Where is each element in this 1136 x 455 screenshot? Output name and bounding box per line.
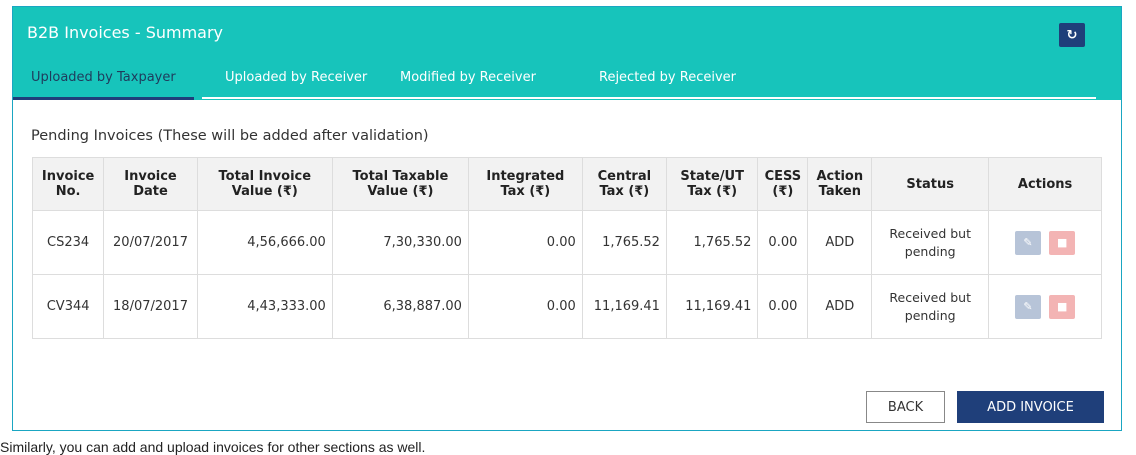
state-ut-tax: 1,765.52	[665, 210, 759, 275]
tab-divider	[202, 97, 1096, 99]
page-title: B2B Invoices - Summary	[27, 23, 224, 42]
tab-bar: Uploaded by Taxpayer Uploaded by Receive…	[13, 64, 1121, 100]
col-invoice-no: Invoice No.	[31, 157, 105, 211]
table-row: CV344 18/07/2017 4,43,333.00 6,38,887.00…	[31, 274, 1102, 339]
total-invoice-value: 4,56,666.00	[196, 210, 333, 275]
col-state-ut-tax: State/UT Tax (₹)	[665, 157, 759, 211]
integrated-tax: 0.00	[467, 210, 583, 275]
invoice-date: 18/07/2017	[103, 274, 198, 339]
invoice-date: 20/07/2017	[103, 210, 198, 275]
edit-button[interactable]: ✎	[1015, 294, 1042, 319]
action-taken: ADD	[807, 274, 873, 339]
tab-uploaded-by-taxpayer[interactable]: Uploaded by Taxpayer	[13, 64, 194, 100]
integrated-tax: 0.00	[467, 274, 583, 339]
pencil-icon: ✎	[1023, 235, 1033, 249]
col-integrated-tax: Integrated Tax (₹)	[467, 157, 583, 211]
edit-button[interactable]: ✎	[1015, 230, 1042, 255]
trash-icon: ■	[1056, 299, 1068, 313]
tab-rejected-by-receiver[interactable]: Rejected by Receiver	[599, 70, 737, 85]
col-total-invoice-value: Total Invoice Value (₹)	[196, 157, 333, 211]
col-status: Status	[871, 157, 990, 211]
invoice-no-link[interactable]: CS234	[31, 210, 105, 275]
central-tax: 11,169.41	[581, 274, 667, 339]
cess: 0.00	[757, 274, 809, 339]
cess: 0.00	[757, 210, 809, 275]
col-actions: Actions	[988, 157, 1102, 211]
table-header-row: Invoice No. Invoice Date Total Invoice V…	[31, 157, 1102, 211]
table-row: CS234 20/07/2017 4,56,666.00 7,30,330.00…	[31, 210, 1102, 275]
status: Received but pending	[871, 274, 990, 339]
invoice-no-link[interactable]: CV344	[31, 274, 105, 339]
col-action-taken: Action Taken	[807, 157, 873, 211]
add-invoice-button[interactable]: ADD INVOICE	[957, 391, 1104, 423]
delete-button[interactable]: ■	[1049, 294, 1076, 319]
col-total-taxable-value: Total Taxable Value (₹)	[331, 157, 469, 211]
delete-button[interactable]: ■	[1049, 230, 1076, 255]
refresh-button[interactable]: ↻	[1059, 23, 1085, 47]
total-taxable-value: 7,30,330.00	[331, 210, 469, 275]
b2b-summary-panel: B2B Invoices - Summary ↻ Uploaded by Tax…	[12, 6, 1122, 431]
pencil-icon: ✎	[1023, 299, 1033, 313]
refresh-icon: ↻	[1066, 27, 1078, 43]
state-ut-tax: 11,169.41	[665, 274, 759, 339]
total-invoice-value: 4,43,333.00	[196, 274, 333, 339]
caption-text: Similarly, you can add and upload invoic…	[0, 439, 426, 455]
row-actions: ✎ ■	[988, 274, 1102, 339]
panel-header: B2B Invoices - Summary ↻ Uploaded by Tax…	[13, 7, 1121, 100]
status: Received but pending	[871, 210, 990, 275]
total-taxable-value: 6,38,887.00	[331, 274, 469, 339]
trash-icon: ■	[1056, 235, 1068, 249]
col-invoice-date: Invoice Date	[103, 157, 198, 211]
action-taken: ADD	[807, 210, 873, 275]
col-cess: CESS (₹)	[757, 157, 809, 211]
central-tax: 1,765.52	[581, 210, 667, 275]
row-actions: ✎ ■	[988, 210, 1102, 275]
tab-modified-by-receiver[interactable]: Modified by Receiver	[400, 70, 536, 85]
back-button[interactable]: BACK	[866, 391, 945, 423]
section-title: Pending Invoices (These will be added af…	[31, 128, 429, 144]
tab-uploaded-by-receiver[interactable]: Uploaded by Receiver	[225, 70, 368, 85]
col-central-tax: Central Tax (₹)	[581, 157, 667, 211]
invoices-table: Invoice No. Invoice Date Total Invoice V…	[31, 157, 1102, 339]
